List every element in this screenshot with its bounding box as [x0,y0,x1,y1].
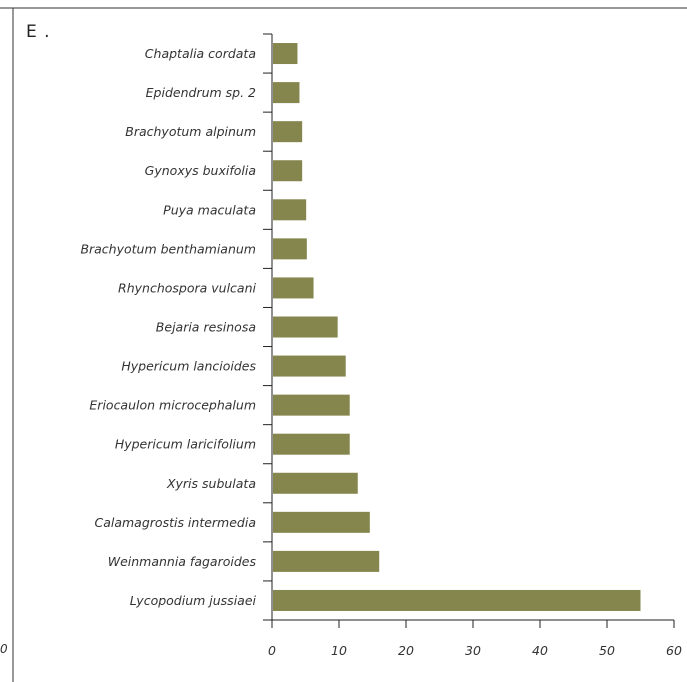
category-label: Hypericum laricifolium [115,437,256,452]
category-label: Rhynchospora vulcani [118,280,256,295]
bar [273,472,358,494]
category-label: Bejaria resinosa [156,320,256,335]
bar [273,199,307,221]
category-label: Lycopodium jussiaei [130,593,257,608]
bar-chart: Chaptalia cordata Epidendrum sp. 2 Brachyo… [80,33,682,658]
bar [273,355,346,377]
category-label: Hypericum lancioides [121,359,256,374]
bar [273,394,350,416]
x-tick-label: 10 [331,643,347,658]
category-label: Brachyotum alpinum [125,124,256,139]
bar [273,43,298,65]
bar [273,589,641,611]
panel-letter: E . [26,22,51,42]
bar [273,160,303,182]
x-tick-label: 50 [599,643,615,658]
category-label: Xyris subulata [166,476,256,491]
x-tick-label: 20 [398,643,414,658]
bar [273,277,314,299]
category-label: Puya maculata [163,202,256,217]
category-label: Epidendrum sp. 2 [146,85,256,100]
x-tick-label: 0 [268,643,276,658]
bar [273,121,303,143]
cut-tick-label: 0 [0,642,8,656]
bar [273,511,370,533]
x-tick-label: 60 [666,643,682,658]
category-label: Chaptalia cordata [145,46,256,61]
bar [273,550,380,572]
category-label: Brachyotum benthamianum [80,241,256,256]
category-label: Eriocaulon microcephalum [89,398,256,413]
category-label: Gynoxys buxifolia [145,163,256,178]
category-label: Weinmannia fagaroides [108,554,257,569]
x-tick-label: 40 [532,643,548,658]
category-label: Calamagrostis intermedia [94,515,256,530]
bar [273,316,338,338]
bar [273,82,300,104]
bar [273,433,350,455]
x-tick-label: 30 [465,643,481,658]
bar [273,238,307,260]
